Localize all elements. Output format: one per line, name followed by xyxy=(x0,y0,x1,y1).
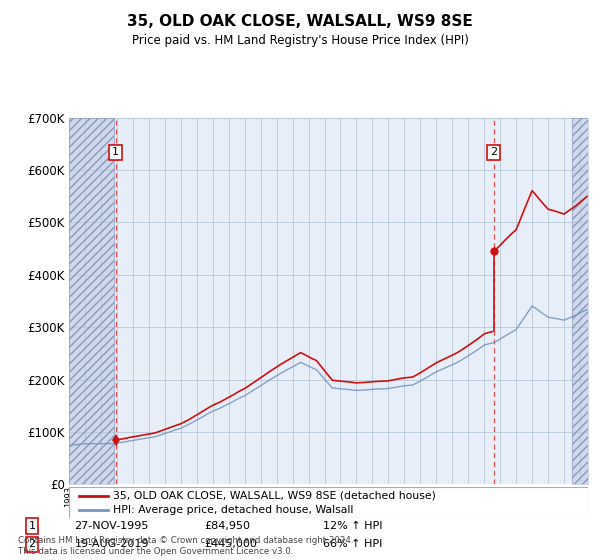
Text: HPI: Average price, detached house, Walsall: HPI: Average price, detached house, Wals… xyxy=(113,505,353,515)
Text: 12% ↑ HPI: 12% ↑ HPI xyxy=(323,521,382,531)
Text: £84,950: £84,950 xyxy=(204,521,250,531)
Text: 2: 2 xyxy=(29,539,35,549)
Text: 27-NOV-1995: 27-NOV-1995 xyxy=(74,521,149,531)
Text: 2: 2 xyxy=(490,147,497,157)
Text: 35, OLD OAK CLOSE, WALSALL, WS9 8SE (detached house): 35, OLD OAK CLOSE, WALSALL, WS9 8SE (det… xyxy=(113,491,436,501)
Text: 35, OLD OAK CLOSE, WALSALL, WS9 8SE: 35, OLD OAK CLOSE, WALSALL, WS9 8SE xyxy=(127,14,473,29)
Text: 1: 1 xyxy=(112,147,119,157)
Text: 19-AUG-2019: 19-AUG-2019 xyxy=(74,539,149,549)
Text: £445,000: £445,000 xyxy=(204,539,257,549)
Text: Contains HM Land Registry data © Crown copyright and database right 2024.
This d: Contains HM Land Registry data © Crown c… xyxy=(18,536,353,556)
Text: 66% ↑ HPI: 66% ↑ HPI xyxy=(323,539,382,549)
Text: Price paid vs. HM Land Registry's House Price Index (HPI): Price paid vs. HM Land Registry's House … xyxy=(131,34,469,46)
Text: 1: 1 xyxy=(29,521,35,531)
